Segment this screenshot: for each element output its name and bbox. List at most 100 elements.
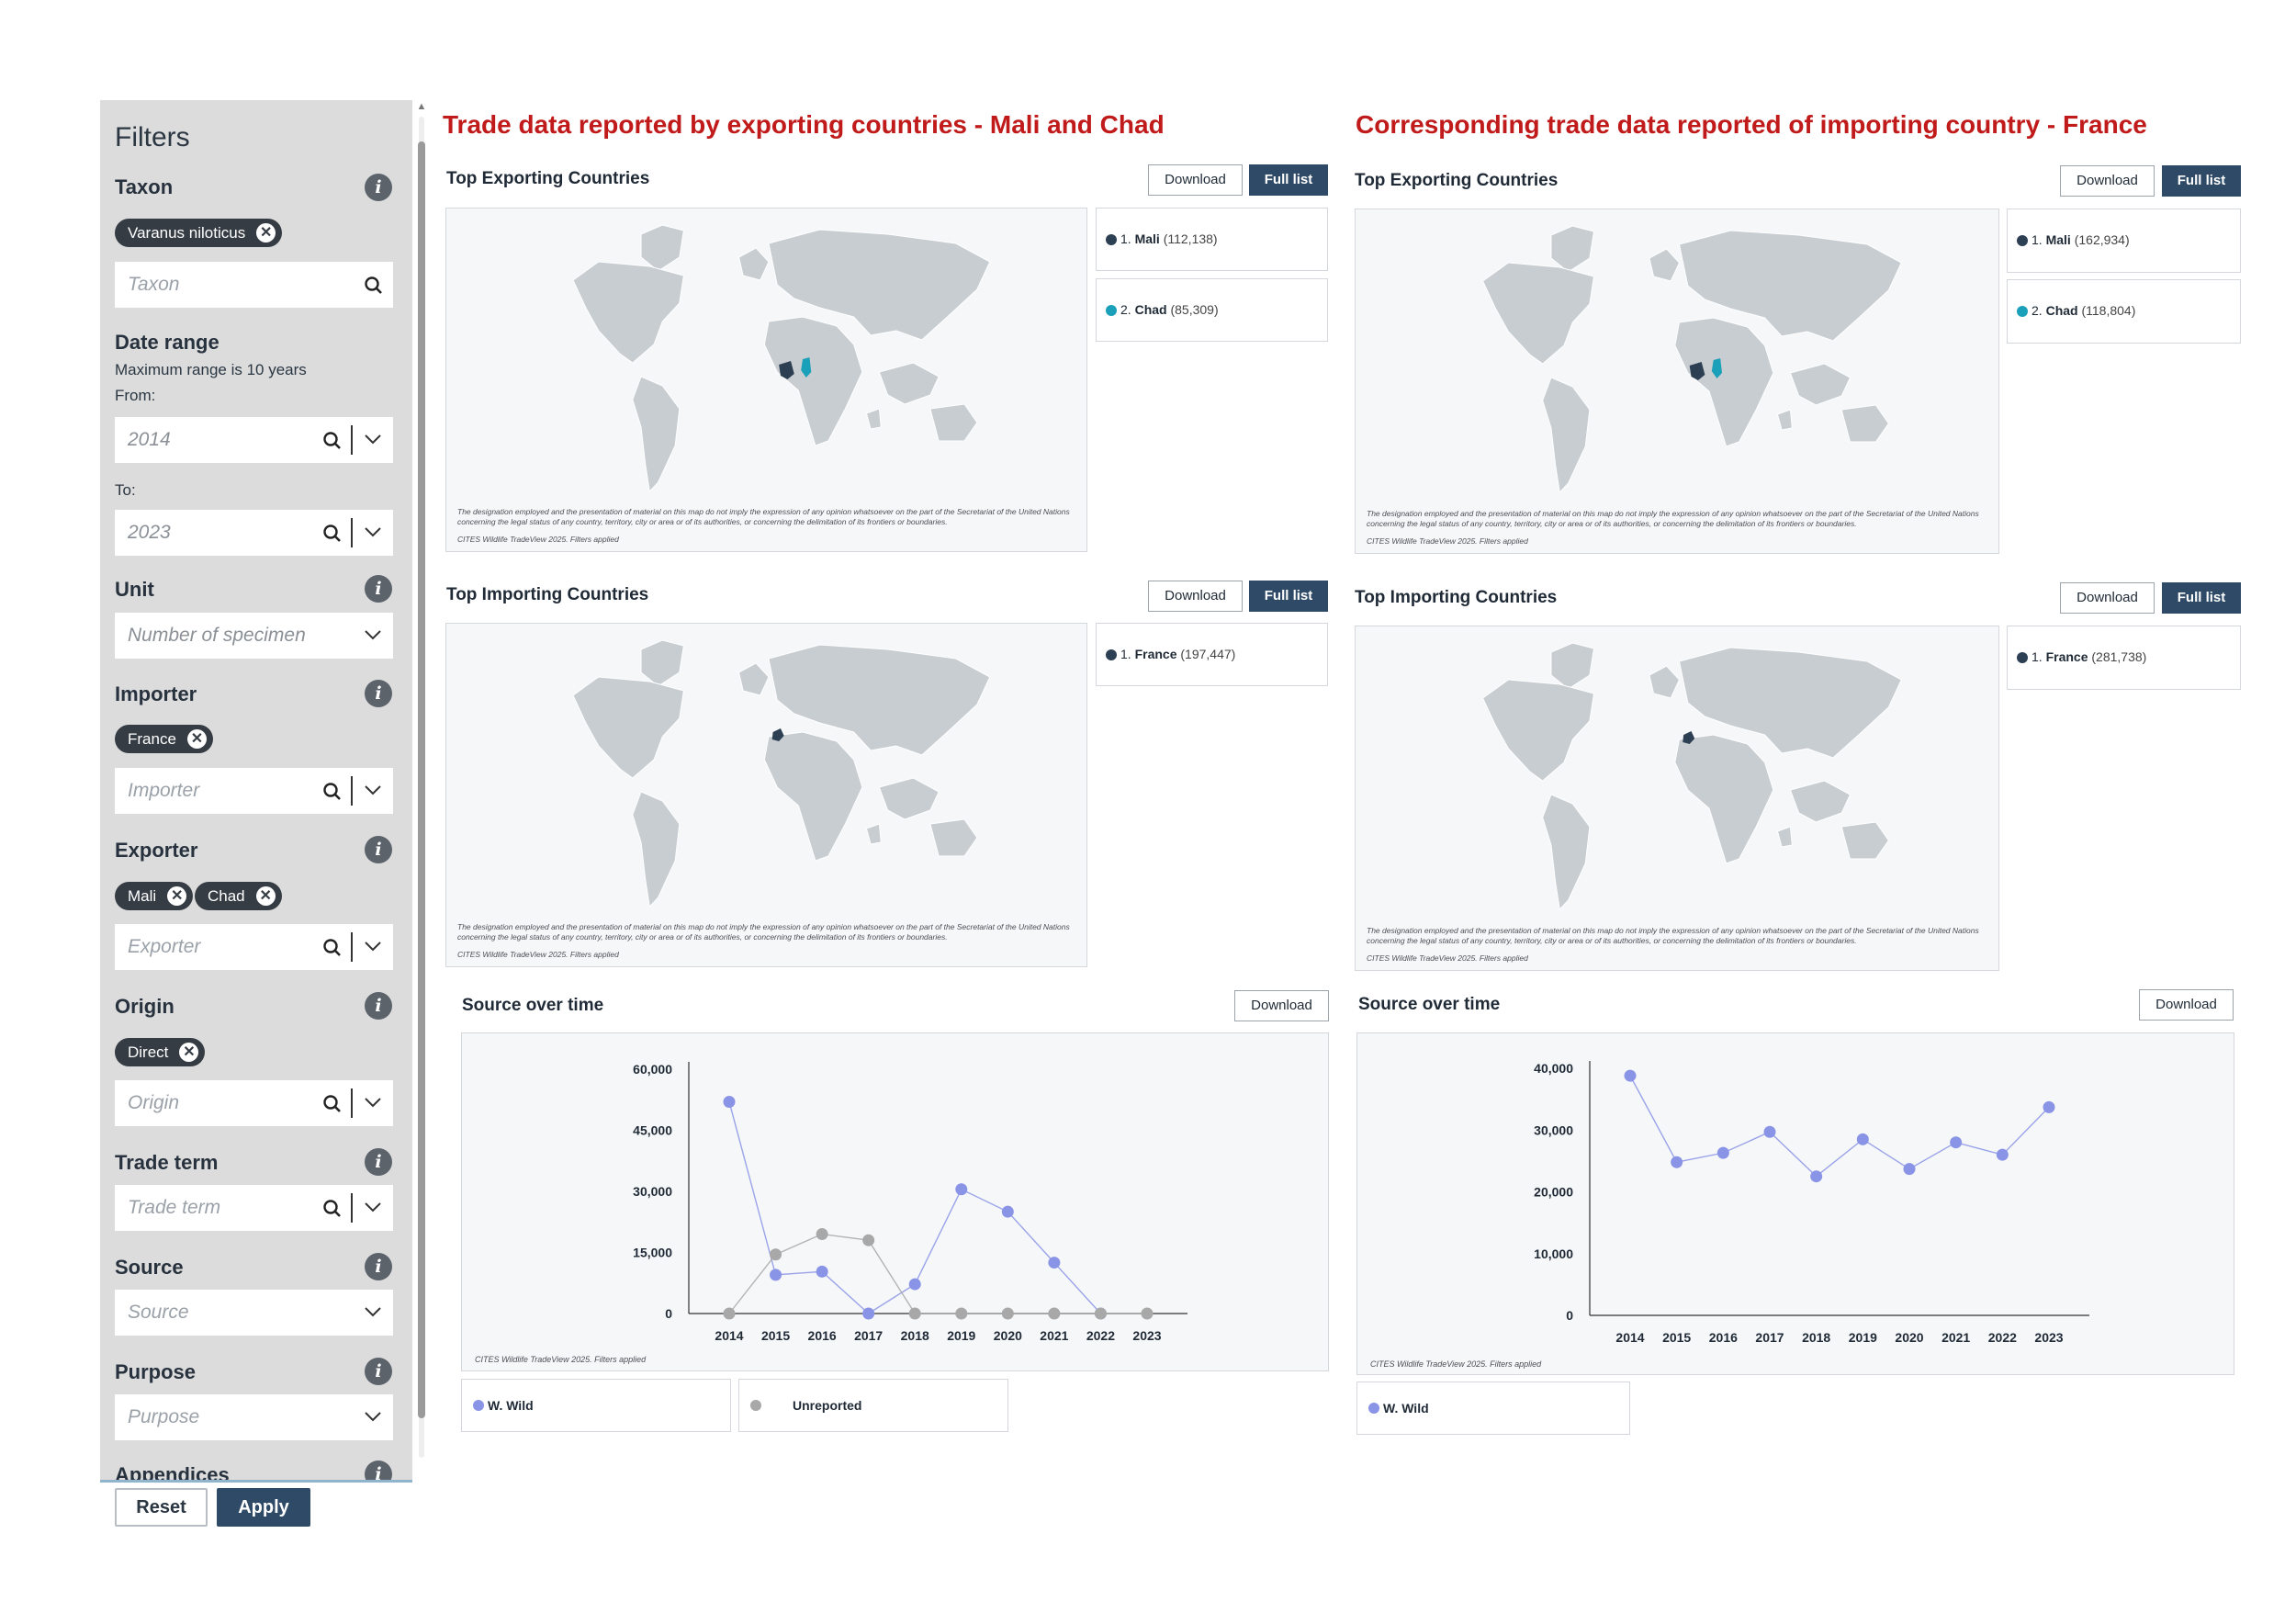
reset-button[interactable]: Reset (115, 1488, 208, 1527)
from-year-select[interactable]: 2014 (115, 417, 393, 463)
remove-chip-icon[interactable]: ✕ (179, 1043, 199, 1062)
data-point[interactable] (816, 1265, 828, 1278)
left-exporting-legend-item-2[interactable]: 2. Chad (85,309) (1096, 278, 1328, 342)
left-importing-map[interactable]: The designation employed and the present… (445, 623, 1087, 967)
right-source-download-button[interactable]: Download (2139, 989, 2234, 1021)
data-point[interactable] (908, 1278, 921, 1291)
data-point[interactable] (723, 1095, 736, 1108)
source-select[interactable]: Source (115, 1290, 393, 1336)
right-exporting-legend-item-1[interactable]: 1. Mali (162,934) (2007, 209, 2241, 273)
data-point[interactable] (1716, 1146, 1729, 1159)
highlight-mali[interactable] (779, 361, 794, 379)
right-importing-map[interactable]: The designation employed and the present… (1355, 626, 1999, 971)
search-icon[interactable] (322, 431, 343, 451)
data-point[interactable] (955, 1307, 968, 1320)
taxon-info-icon[interactable]: i (365, 174, 392, 201)
data-point[interactable] (816, 1228, 828, 1241)
data-point[interactable] (1141, 1307, 1154, 1320)
data-point[interactable] (723, 1307, 736, 1320)
left-importing-legend-item-1[interactable]: 1. France (197,447) (1096, 623, 1328, 686)
sidebar-scrollbar[interactable]: ▲ (416, 100, 427, 1483)
data-point[interactable] (1001, 1205, 1014, 1218)
data-point[interactable] (1671, 1156, 1683, 1168)
data-point[interactable] (1624, 1069, 1637, 1082)
remove-chip-icon[interactable]: ✕ (256, 223, 276, 242)
chevron-down-icon[interactable] (364, 784, 382, 796)
to-year-select[interactable]: 2023 (115, 510, 393, 556)
chevron-down-icon[interactable] (364, 1096, 382, 1109)
remove-chip-icon[interactable]: ✕ (186, 729, 207, 749)
data-point[interactable] (1903, 1163, 1916, 1176)
scroll-up-icon[interactable]: ▲ (416, 101, 427, 112)
origin-input[interactable]: Origin (115, 1080, 393, 1126)
chevron-down-icon[interactable] (364, 940, 382, 953)
exporter-input[interactable]: Exporter (115, 924, 393, 970)
chevron-down-icon[interactable] (364, 1410, 382, 1423)
data-point[interactable] (955, 1183, 968, 1196)
highlight-chad[interactable] (801, 357, 812, 378)
data-point[interactable] (1001, 1307, 1014, 1320)
trade-term-info-icon[interactable]: i (365, 1148, 392, 1176)
data-point[interactable] (908, 1307, 921, 1320)
chevron-down-icon[interactable] (364, 525, 382, 538)
search-icon[interactable] (322, 1094, 343, 1114)
chevron-down-icon[interactable] (364, 433, 382, 445)
importer-info-icon[interactable]: i (365, 680, 392, 707)
chevron-down-icon[interactable] (364, 1305, 382, 1318)
left-top-exporting-full-list-button[interactable]: Full list (1249, 164, 1328, 196)
data-point[interactable] (1856, 1133, 1869, 1145)
left-top-importing-download-button[interactable]: Download (1148, 581, 1243, 612)
unit-info-icon[interactable]: i (365, 575, 392, 603)
remove-chip-icon[interactable]: ✕ (167, 886, 187, 906)
data-point[interactable] (2043, 1100, 2055, 1113)
search-icon[interactable] (322, 782, 343, 802)
data-point[interactable] (1950, 1136, 1963, 1149)
highlight-france[interactable] (771, 728, 784, 741)
data-point[interactable] (862, 1307, 875, 1320)
data-point[interactable] (1048, 1257, 1061, 1269)
chevron-down-icon[interactable] (364, 1201, 382, 1213)
right-exporting-map[interactable]: The designation employed and the present… (1355, 209, 1999, 554)
origin-info-icon[interactable]: i (365, 992, 392, 1020)
exporter-info-icon[interactable]: i (365, 836, 392, 863)
search-icon[interactable] (364, 276, 384, 296)
left-top-importing-full-list-button[interactable]: Full list (1249, 581, 1328, 612)
right-top-importing-download-button[interactable]: Download (2060, 582, 2155, 614)
highlight-france[interactable] (1683, 731, 1695, 744)
left-top-exporting-download-button[interactable]: Download (1148, 164, 1243, 196)
left-exporting-map[interactable]: The designation employed and the present… (445, 208, 1087, 552)
search-icon[interactable] (322, 524, 343, 544)
right-top-exporting-download-button[interactable]: Download (2060, 165, 2155, 197)
left-source-download-button[interactable]: Download (1234, 990, 1329, 1021)
trade-term-input[interactable]: Trade term (115, 1185, 393, 1231)
data-point[interactable] (1048, 1307, 1061, 1320)
data-point[interactable] (1763, 1125, 1776, 1138)
search-icon[interactable] (322, 1199, 343, 1219)
importer-input[interactable]: Importer (115, 768, 393, 814)
right-top-importing-full-list-button[interactable]: Full list (2162, 582, 2241, 614)
data-point[interactable] (770, 1269, 782, 1281)
data-point[interactable] (1094, 1307, 1107, 1320)
appendices-info-icon[interactable]: i (365, 1460, 392, 1480)
right-exporting-legend-item-2[interactable]: 2. Chad (118,804) (2007, 279, 2241, 344)
data-point[interactable] (1996, 1148, 2009, 1161)
taxon-input[interactable]: Taxon (115, 262, 393, 308)
data-point[interactable] (770, 1248, 782, 1261)
chevron-down-icon[interactable] (364, 628, 382, 641)
scrollbar-thumb[interactable] (418, 141, 425, 1418)
right-importing-legend-item-1[interactable]: 1. France (281,738) (2007, 626, 2241, 690)
purpose-select[interactable]: Purpose (115, 1394, 393, 1440)
right-top-exporting-full-list-button[interactable]: Full list (2162, 165, 2241, 197)
search-icon[interactable] (322, 938, 343, 958)
left-legend-unreported[interactable]: Unreported (738, 1379, 1008, 1432)
data-point[interactable] (1810, 1170, 1823, 1183)
unit-select[interactable]: Number of specimen (115, 613, 393, 659)
highlight-mali[interactable] (1689, 362, 1705, 380)
left-exporting-legend-item-1[interactable]: 1. Mali (112,138) (1096, 208, 1328, 271)
left-legend-wild[interactable]: W. Wild (461, 1379, 731, 1432)
apply-button[interactable]: Apply (217, 1488, 310, 1527)
data-point[interactable] (862, 1234, 875, 1246)
remove-chip-icon[interactable]: ✕ (255, 886, 276, 906)
right-legend-wild[interactable]: W. Wild (1356, 1382, 1630, 1435)
purpose-info-icon[interactable]: i (365, 1358, 392, 1385)
